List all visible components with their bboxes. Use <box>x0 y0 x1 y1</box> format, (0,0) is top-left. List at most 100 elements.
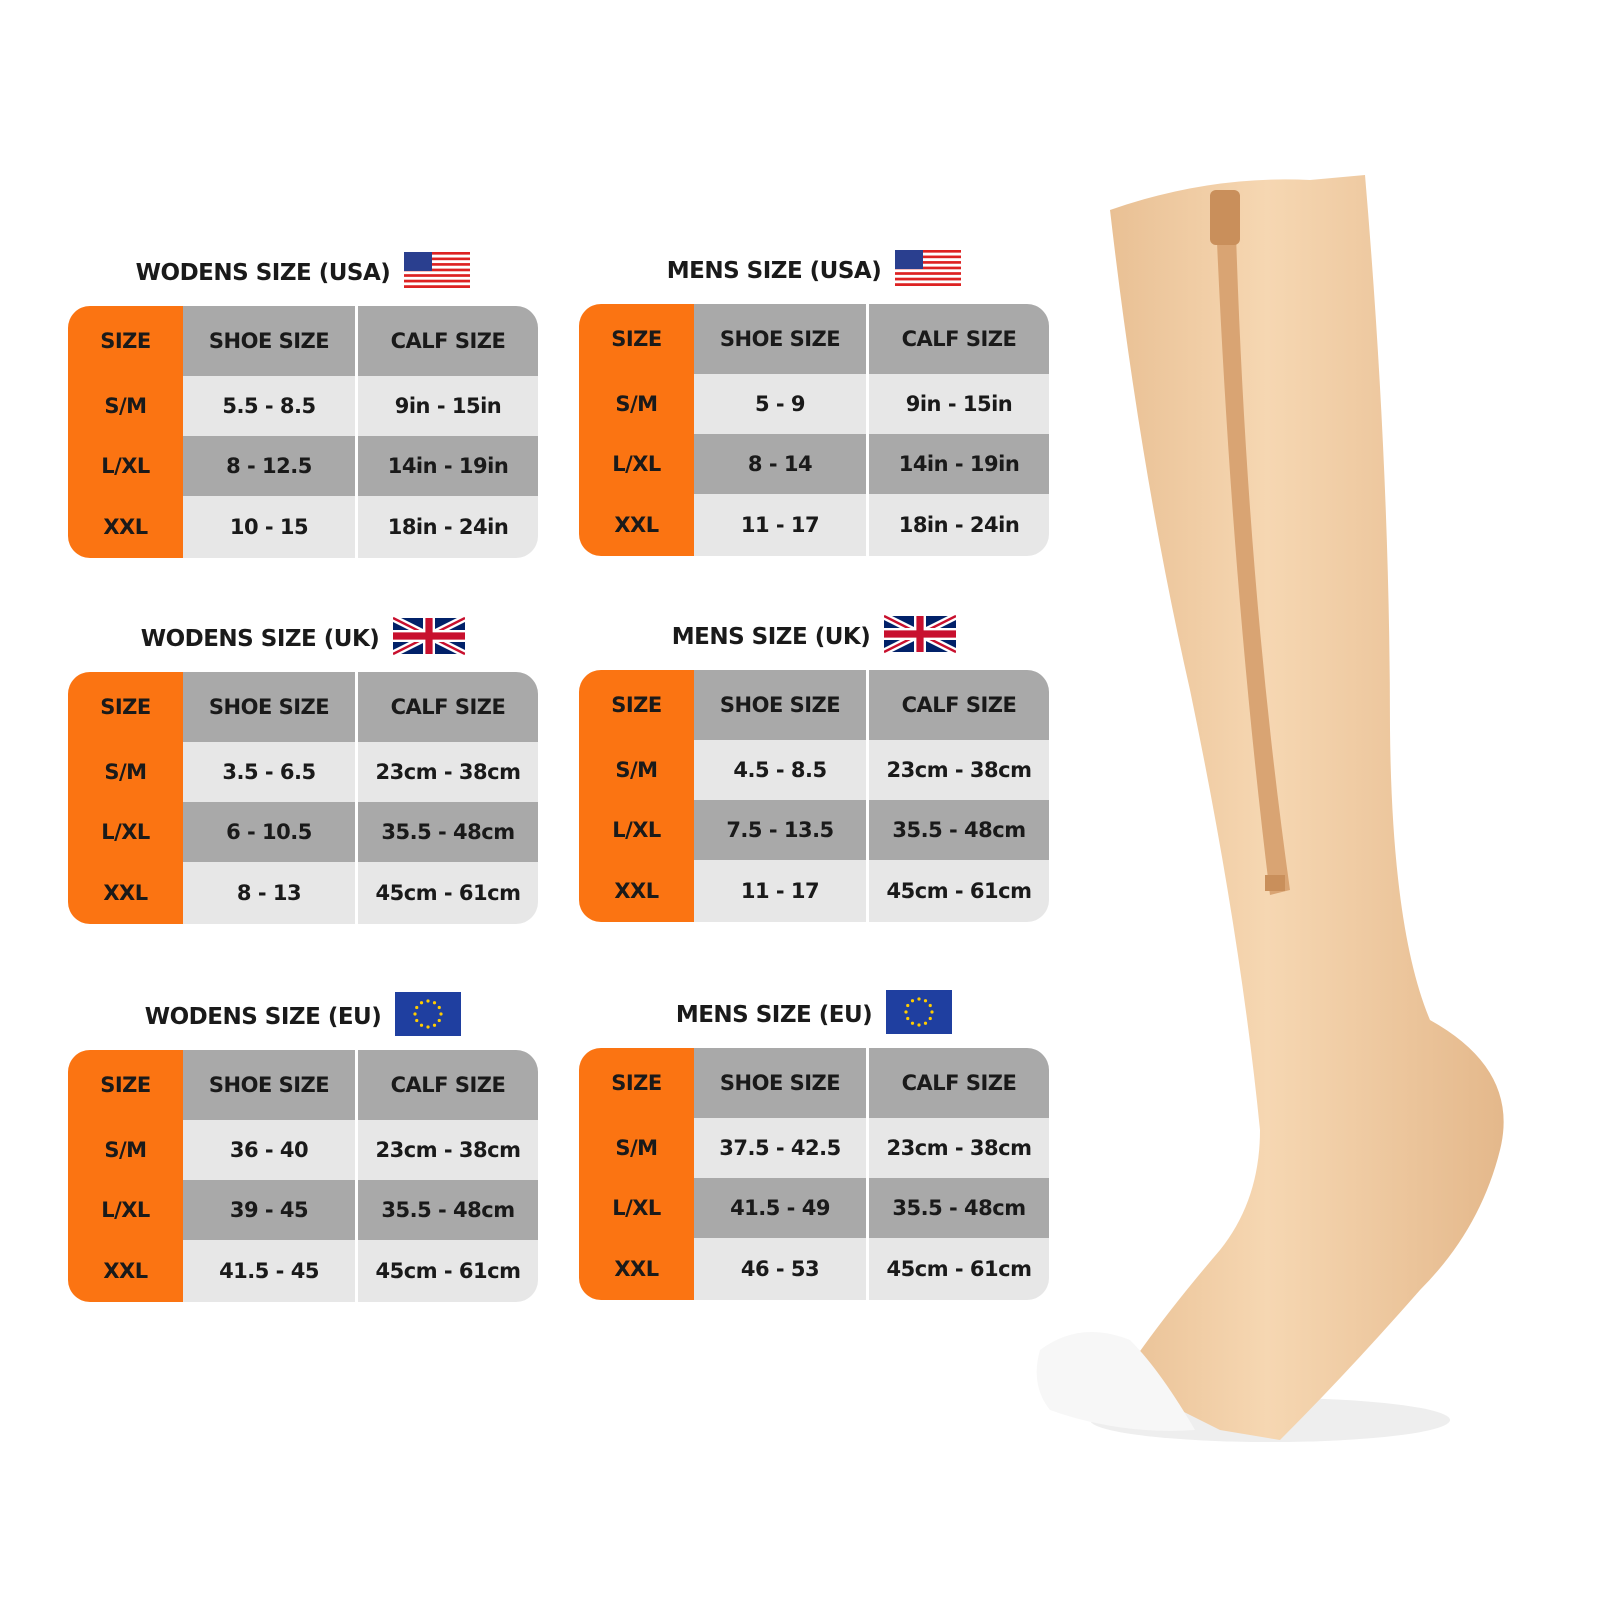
row-shoe-size: 41.5 - 49 <box>694 1178 869 1238</box>
header-size: SIZE <box>579 304 694 374</box>
row-size: S/M <box>68 742 183 802</box>
row-calf-size: 9in - 15in <box>358 376 538 436</box>
size-chart-title: MENS SIZE (EU) <box>675 1002 873 1028</box>
row-shoe-size: 7.5 - 13.5 <box>694 800 869 860</box>
row-shoe-size: 39 - 45 <box>183 1180 358 1240</box>
row-calf-size: 23cm - 38cm <box>869 740 1049 800</box>
size-chart-title-row: WODENS SIZE (EU) <box>68 992 538 1042</box>
row-size: XXL <box>68 862 183 924</box>
row-calf-size: 23cm - 38cm <box>869 1118 1049 1178</box>
uk-flag-icon <box>391 614 467 662</box>
row-calf-size: 18in - 24in <box>358 496 538 558</box>
row-size: XXL <box>579 860 694 922</box>
header-shoe-size: SHOE SIZE <box>183 672 358 742</box>
header-calf-size: CALF SIZE <box>869 670 1049 740</box>
row-calf-size: 45cm - 61cm <box>358 862 538 924</box>
row-size: L/XL <box>68 802 183 862</box>
header-size: SIZE <box>68 1050 183 1120</box>
row-shoe-size: 37.5 - 42.5 <box>694 1118 869 1178</box>
row-calf-size: 35.5 - 48cm <box>358 802 538 862</box>
row-calf-size: 23cm - 38cm <box>358 742 538 802</box>
header-shoe-size: SHOE SIZE <box>694 1048 869 1118</box>
row-calf-size: 9in - 15in <box>869 374 1049 434</box>
header-shoe-size: SHOE SIZE <box>694 670 869 740</box>
row-calf-size: 18in - 24in <box>869 494 1049 556</box>
size-chart: WODENS SIZE (UK) SIZE SHOE SIZE CALF SIZ… <box>68 614 538 924</box>
header-calf-size: CALF SIZE <box>869 304 1049 374</box>
size-chart: WODENS SIZE (USA) SIZE SHOE SIZE CALF SI… <box>68 252 538 558</box>
size-chart: MENS SIZE (EU) SIZE SHOE SIZE CALF SIZE S… <box>579 990 1049 1300</box>
size-table: SIZE SHOE SIZE CALF SIZE S/M 4.5 - 8.5 23… <box>579 670 1049 922</box>
row-size: L/XL <box>68 1180 183 1240</box>
header-calf-size: CALF SIZE <box>358 1050 538 1120</box>
size-table: SIZE SHOE SIZE CALF SIZE S/M 5.5 - 8.5 9i… <box>68 306 538 558</box>
row-shoe-size: 8 - 12.5 <box>183 436 358 496</box>
row-calf-size: 35.5 - 48cm <box>869 800 1049 860</box>
size-chart-title: MENS SIZE (UK) <box>671 624 871 650</box>
size-chart-title-row: MENS SIZE (UK) <box>579 612 1049 662</box>
size-chart-title-row: WODENS SIZE (USA) <box>68 248 538 298</box>
row-shoe-size: 8 - 14 <box>694 434 869 494</box>
header-calf-size: CALF SIZE <box>358 672 538 742</box>
row-size: S/M <box>68 376 183 436</box>
row-shoe-size: 4.5 - 8.5 <box>694 740 869 800</box>
row-calf-size: 23cm - 38cm <box>358 1120 538 1180</box>
header-size: SIZE <box>579 670 694 740</box>
size-table: SIZE SHOE SIZE CALF SIZE S/M 3.5 - 6.5 23… <box>68 672 538 924</box>
row-shoe-size: 3.5 - 6.5 <box>183 742 358 802</box>
us-flag-icon <box>404 252 471 294</box>
row-size: L/XL <box>579 434 694 494</box>
row-shoe-size: 10 - 15 <box>183 496 358 558</box>
eu-flag-icon <box>395 992 462 1042</box>
row-size: XXL <box>68 496 183 558</box>
row-shoe-size: 11 - 17 <box>694 860 869 922</box>
row-calf-size: 45cm - 61cm <box>869 860 1049 922</box>
size-chart: WODENS SIZE (EU) SIZE SHOE SIZE CALF SIZ… <box>68 992 538 1302</box>
row-shoe-size: 5.5 - 8.5 <box>183 376 358 436</box>
size-chart: MENS SIZE (USA) SIZE SHOE SIZE CALF SIZE… <box>579 250 1049 556</box>
row-size: S/M <box>579 1118 694 1178</box>
size-chart-title: WODENS SIZE (UK) <box>140 626 380 652</box>
header-shoe-size: SHOE SIZE <box>183 1050 358 1120</box>
size-chart-title: MENS SIZE (USA) <box>666 258 882 284</box>
header-size: SIZE <box>68 672 183 742</box>
size-chart-title-row: MENS SIZE (USA) <box>579 246 1049 296</box>
size-chart-title-row: MENS SIZE (EU) <box>579 990 1049 1040</box>
us-flag-icon <box>895 250 962 292</box>
size-chart: MENS SIZE (UK) SIZE SHOE SIZE CALF SIZE S… <box>579 612 1049 922</box>
row-size: S/M <box>579 740 694 800</box>
row-size: XXL <box>68 1240 183 1302</box>
row-size: L/XL <box>579 1178 694 1238</box>
eu-flag-icon <box>886 990 953 1040</box>
row-calf-size: 35.5 - 48cm <box>358 1180 538 1240</box>
header-shoe-size: SHOE SIZE <box>183 306 358 376</box>
size-table: SIZE SHOE SIZE CALF SIZE S/M 5 - 9 9in - … <box>579 304 1049 556</box>
row-calf-size: 14in - 19in <box>358 436 538 496</box>
row-calf-size: 35.5 - 48cm <box>869 1178 1049 1238</box>
header-calf-size: CALF SIZE <box>358 306 538 376</box>
size-chart-title: WODENS SIZE (EU) <box>144 1004 382 1030</box>
row-shoe-size: 11 - 17 <box>694 494 869 556</box>
header-calf-size: CALF SIZE <box>869 1048 1049 1118</box>
row-size: S/M <box>68 1120 183 1180</box>
header-shoe-size: SHOE SIZE <box>694 304 869 374</box>
row-calf-size: 45cm - 61cm <box>358 1240 538 1302</box>
row-size: L/XL <box>68 436 183 496</box>
row-shoe-size: 8 - 13 <box>183 862 358 924</box>
size-chart-title-row: WODENS SIZE (UK) <box>68 614 538 664</box>
size-chart-title: WODENS SIZE (USA) <box>135 260 391 286</box>
row-size: XXL <box>579 1238 694 1300</box>
row-shoe-size: 5 - 9 <box>694 374 869 434</box>
header-size: SIZE <box>68 306 183 376</box>
uk-flag-icon <box>882 612 958 660</box>
size-table: SIZE SHOE SIZE CALF SIZE S/M 37.5 - 42.5 … <box>579 1048 1049 1300</box>
row-size: S/M <box>579 374 694 434</box>
header-size: SIZE <box>579 1048 694 1118</box>
row-calf-size: 14in - 19in <box>869 434 1049 494</box>
row-shoe-size: 41.5 - 45 <box>183 1240 358 1302</box>
row-shoe-size: 46 - 53 <box>694 1238 869 1300</box>
size-table: SIZE SHOE SIZE CALF SIZE S/M 36 - 40 23cm… <box>68 1050 538 1302</box>
row-shoe-size: 6 - 10.5 <box>183 802 358 862</box>
zipper-sock-image <box>1036 175 1504 1442</box>
row-shoe-size: 36 - 40 <box>183 1120 358 1180</box>
